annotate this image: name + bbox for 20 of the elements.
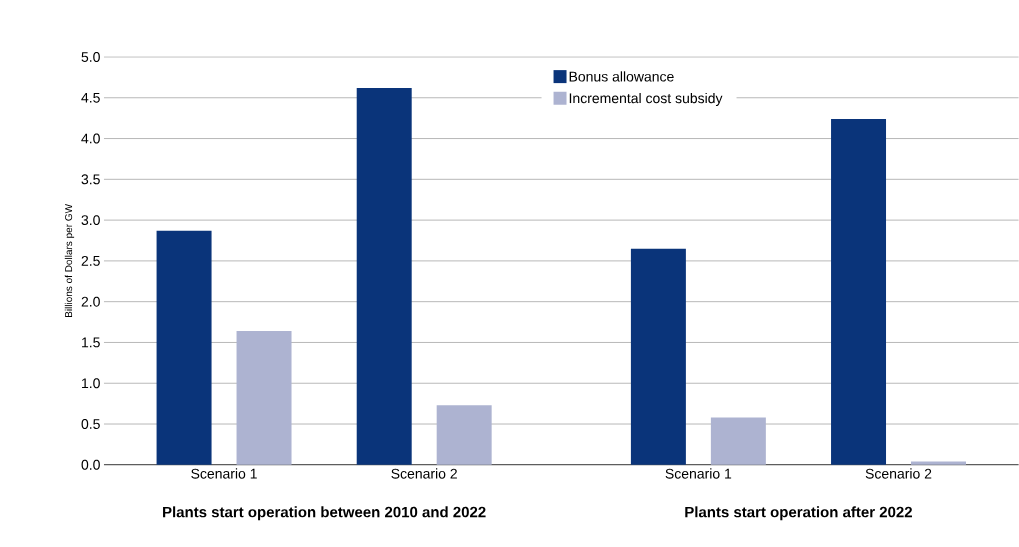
y-tick-label: 1.0 bbox=[82, 378, 100, 389]
legend-label: Bonus allowance bbox=[569, 71, 674, 82]
text: Plants start operation between 2010 and 2022 bbox=[163, 506, 486, 521]
x-tick-label: Scenario 2 bbox=[391, 468, 457, 479]
y-tick-label: 1.5 bbox=[82, 337, 100, 348]
y-axis-title: Billions of Dollars per GW bbox=[64, 204, 75, 318]
y-tick-label: 2.0 bbox=[81, 296, 100, 307]
y-tick-label: 4.5 bbox=[81, 92, 100, 103]
x-tick-label: Scenario 1 bbox=[191, 468, 257, 479]
y-tick-label: 4.0 bbox=[81, 133, 100, 144]
x-tick-label: Scenario 2 bbox=[865, 468, 932, 479]
text: Plants start operation after 2022 bbox=[685, 506, 912, 521]
y-tick-label: 3.0 bbox=[81, 215, 100, 226]
y-tick-label: 0.5 bbox=[81, 419, 100, 430]
y-tick-label: 0.0 bbox=[81, 459, 100, 470]
x-tick-label: Scenario 1 bbox=[665, 468, 732, 479]
y-tick-label: 2.5 bbox=[81, 256, 100, 266]
y-tick-label: 5.0 bbox=[81, 52, 100, 63]
legend-label: Incremental cost subsidy bbox=[569, 93, 723, 107]
y-tick-label: 3.5 bbox=[81, 174, 100, 185]
